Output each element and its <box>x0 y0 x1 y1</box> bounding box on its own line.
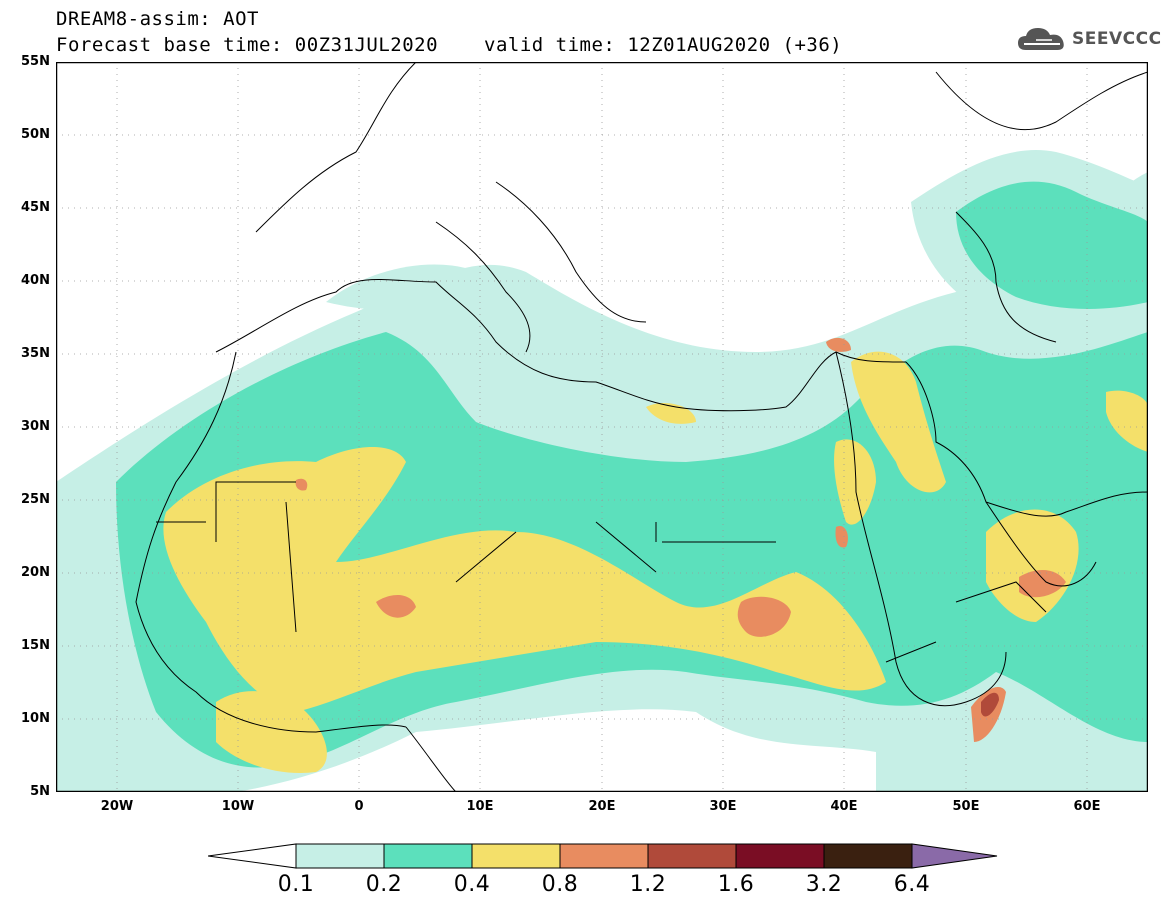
map-subtitle: Forecast base time: 00Z31JUL2020 valid ti… <box>56 34 842 56</box>
map-canvas <box>56 62 1148 792</box>
colorbar-label: 0.2 <box>365 872 403 897</box>
colorbar-label: 1.6 <box>717 872 755 897</box>
lat-label: 55N <box>21 54 50 69</box>
colorbar-label: 0.8 <box>541 872 579 897</box>
colorbar-label: 6.4 <box>893 872 931 897</box>
colorbar-label: 3.2 <box>805 872 843 897</box>
lat-label: 5N <box>30 784 50 799</box>
lat-label: 35N <box>21 346 50 361</box>
colorbar-bin <box>823 843 913 869</box>
lon-label: 10W <box>221 799 255 814</box>
aot-band-1.2 <box>981 692 999 717</box>
lat-label: 20N <box>21 565 50 580</box>
lon-label: 30E <box>709 799 737 814</box>
lon-label: 40E <box>830 799 858 814</box>
cloud-icon <box>1018 28 1064 50</box>
lon-label: 60E <box>1073 799 1101 814</box>
colorbar-bin <box>383 843 473 869</box>
colorbar-bin <box>295 843 385 869</box>
lat-label: 15N <box>21 638 50 653</box>
lon-label: 50E <box>952 799 980 814</box>
colorbar-above-triangle <box>911 843 998 869</box>
colorbar-svg <box>207 843 998 869</box>
lon-label: 10E <box>466 799 494 814</box>
lat-label: 30N <box>21 419 50 434</box>
map-title: DREAM8-assim: AOT <box>56 8 259 30</box>
map-border <box>56 62 1148 792</box>
lat-label: 25N <box>21 492 50 507</box>
coastlines <box>135 62 1148 792</box>
lat-label: 10N <box>21 711 50 726</box>
colorbar-below-triangle <box>207 843 297 869</box>
aot-colorbar <box>207 842 998 870</box>
colorbar-bin <box>559 843 649 869</box>
aot-map <box>56 62 1148 792</box>
seevccc-logo: SEEVCCC <box>1016 22 1162 56</box>
colorbar-label: 0.1 <box>277 872 315 897</box>
colorbar-bin <box>471 843 561 869</box>
colorbar-bin <box>735 843 825 869</box>
colorbar-label: 1.2 <box>629 872 667 897</box>
lon-label: 20W <box>100 799 134 814</box>
colorbar-label: 0.4 <box>453 872 491 897</box>
lat-label: 50N <box>21 127 50 142</box>
lat-label: 40N <box>21 273 50 288</box>
lat-label: 45N <box>21 200 50 215</box>
graticule <box>56 62 1148 792</box>
colorbar-bin <box>647 843 737 869</box>
base-time-text: Forecast base time: 00Z31JUL2020 <box>56 34 439 56</box>
lon-label: 0 <box>354 799 364 814</box>
valid-time-text: valid time: 12Z01AUG2020 (+36) <box>484 34 843 56</box>
lon-label: 20E <box>588 799 616 814</box>
logo-text: SEEVCCC <box>1072 29 1162 49</box>
